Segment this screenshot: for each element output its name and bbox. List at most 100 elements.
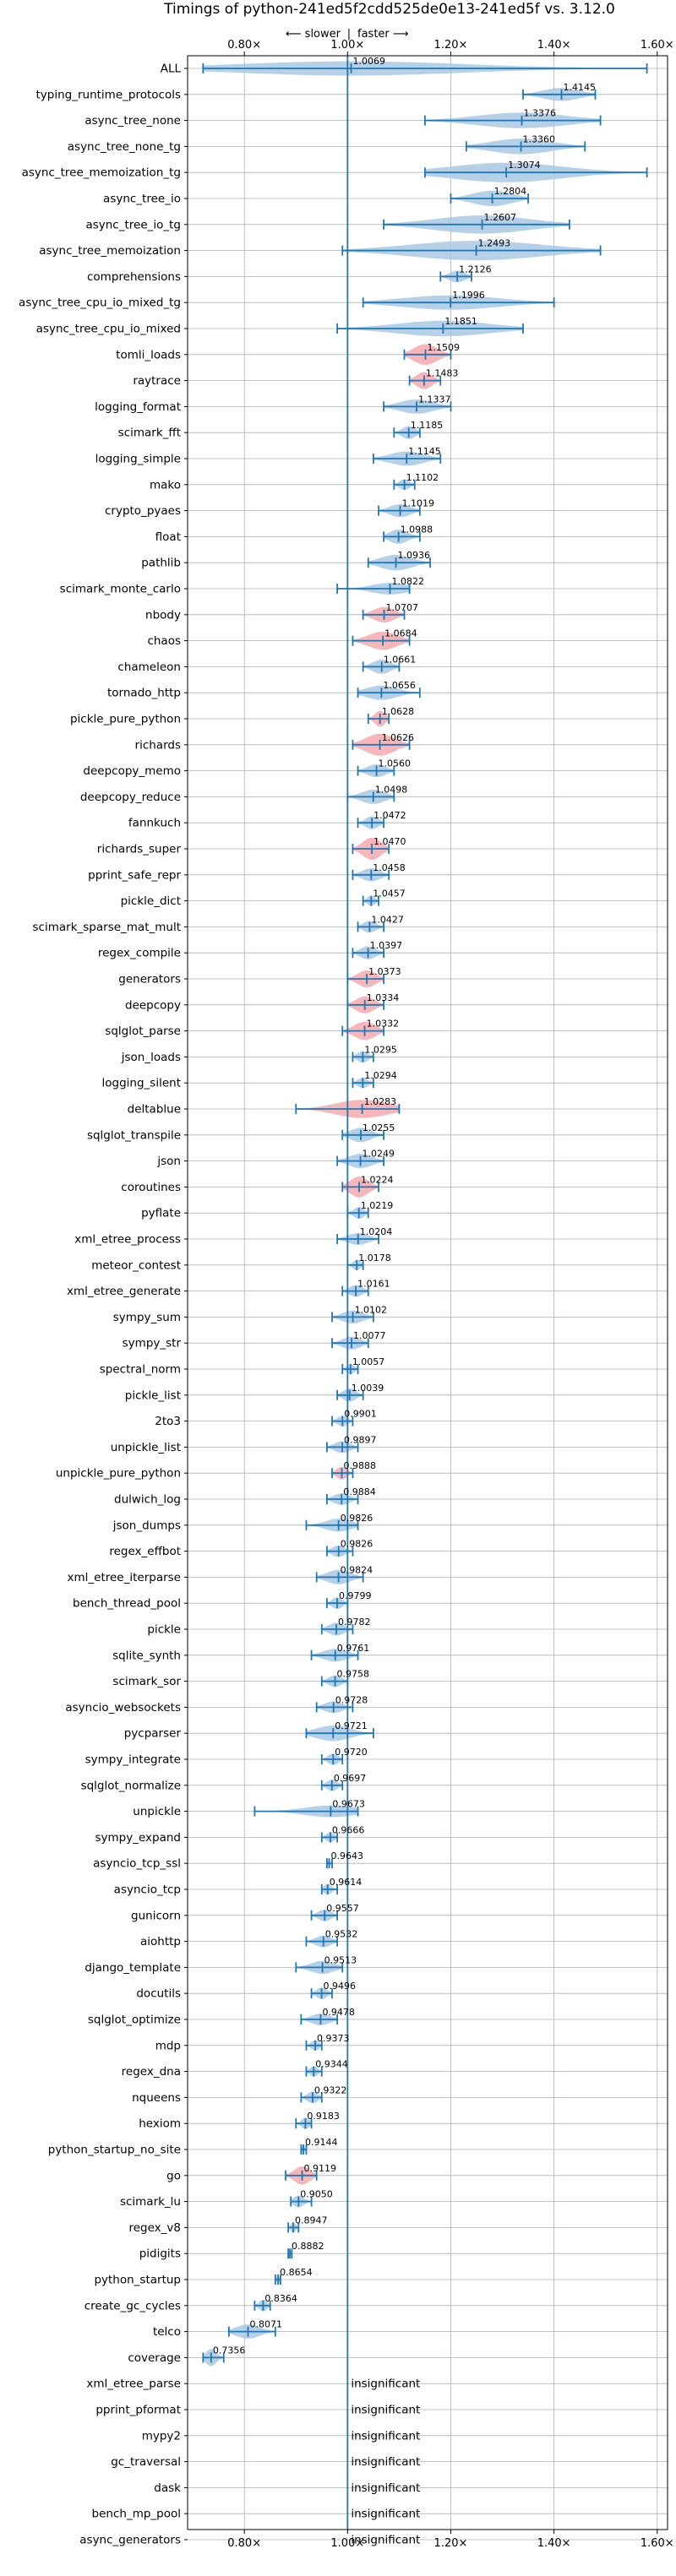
category-label: aiohttp [140,1935,181,1948]
value-label: 0.9758 [337,1669,370,1680]
value-label: 0.9673 [332,1799,365,1810]
value-label: 1.1145 [408,446,441,457]
category-label: pickle [147,1623,181,1637]
category-label: richards_super [97,843,182,856]
value-label: 1.3376 [524,108,557,119]
value-label: 1.0219 [361,1200,394,1211]
value-label: 1.0224 [361,1174,394,1185]
value-label: 0.9826 [341,1513,373,1524]
category-label: logging_format [95,400,181,414]
category-label: chaos [147,634,181,648]
category-label: async_tree_cpu_io_mixed [36,323,181,336]
value-label: 1.0102 [355,1304,388,1315]
value-label: 1.0427 [371,914,404,925]
category-label: deltablue [128,1103,181,1117]
category-label: sqlglot_optimize [88,2014,181,2027]
value-label: 0.9614 [330,1877,363,1888]
category-label: async_tree_none_tg [68,140,181,154]
category-label: gunicorn [131,1909,181,1922]
category-label: 2to3 [155,1415,181,1428]
value-label: 0.9761 [337,1643,370,1654]
direction-label: ⟵ slower | faster ⟶ [286,28,409,41]
category-label: sympy_str [123,1337,182,1350]
category-label: regex_dna [122,2065,181,2079]
category-label: deepcopy_memo [83,764,181,778]
category-label: xml_etree_iterparse [68,1571,182,1584]
value-label: 1.0458 [373,862,406,873]
category-label: dulwich_log [114,1493,181,1507]
insignificant-label: insignificant [351,2455,420,2469]
category-label: crypto_pyaes [105,504,181,518]
value-label: 1.0936 [397,550,430,561]
value-labels: 1.0069 1.4145 1.3376 1.3360 1.3074 1.2804 1.26… [213,56,596,2547]
category-label: scimark_sparse_mat_mult [33,921,181,934]
value-label: 1.2493 [478,238,511,249]
plot-frame [187,55,668,2530]
value-label: 1.0334 [367,992,400,1003]
value-label: 1.0656 [383,680,416,691]
value-label: 0.9532 [325,1929,358,1940]
value-label: 1.0626 [382,732,415,743]
category-label: tornado_http [107,687,181,700]
category-label: coroutines [121,1181,181,1194]
value-label: 1.0204 [360,1226,393,1237]
category-label: generators [118,973,181,986]
bottom-axis-ticks: 0.80× 1.00× 1.20× 1.40× 1.60× [227,2530,674,2550]
value-label: 1.0470 [373,836,406,847]
value-label: 0.9888 [343,1460,376,1471]
category-label: logging_silent [102,1077,181,1090]
category-label: deepcopy [125,998,181,1012]
value-label: 1.0249 [363,1149,395,1160]
category-label: raytrace [133,374,181,388]
category-label: typing_runtime_protocols [36,88,182,101]
value-label: 1.3074 [508,160,541,171]
insignificant-label: insignificant [351,2404,420,2417]
category-label: spectral_norm [100,1363,181,1377]
tick-label: 0.80× [227,39,261,52]
category-label: telco [153,2325,181,2339]
tick-label: 1.20× [434,2537,468,2550]
category-label: scimark_monte_carlo [60,583,181,596]
value-label: 1.1509 [427,342,460,353]
category-label: coverage [128,2351,181,2365]
category-label: async_tree_io_tg [85,218,181,231]
category-label: meteor_contest [91,1258,181,1272]
category-labels: ALL typing_runtime_protocols async_tree_no… [19,62,188,2547]
value-label: 0.9373 [317,2033,350,2044]
value-label: 0.9782 [338,1617,371,1628]
category-label: nqueens [132,2091,181,2105]
category-label: asyncio_tcp [114,1883,181,1897]
category-label: bench_thread_pool [73,1597,181,1611]
tick-label: 1.00× [330,2537,364,2550]
tick-label: 1.60× [641,39,674,52]
category-label: mypy2 [142,2429,181,2443]
category-label: regex_effbot [109,1545,181,1558]
category-label: pathlib [141,557,181,570]
category-label: pycparser [124,1727,182,1741]
value-label: 0.8947 [295,2215,328,2225]
value-label: 0.9720 [335,1747,368,1758]
category-label: pickle_pure_python [70,713,181,726]
category-label: async_tree_io [103,193,181,206]
insignificant-label: insignificant [351,2429,420,2443]
category-label: json [156,1155,181,1168]
top-axis-ticks: 0.80× 1.00× 1.20× 1.40× 1.60× [227,39,674,56]
value-label: 0.9050 [300,2189,333,2200]
value-label: 1.0178 [358,1253,391,1264]
value-label: 1.4145 [563,82,596,93]
value-label: 0.9897 [344,1434,377,1445]
value-label: 1.0161 [357,1279,390,1290]
category-label: float [155,530,181,544]
category-label: scimark_sor [112,1675,181,1688]
value-label: 0.9824 [341,1564,373,1575]
insignificant-label: insignificant [351,2508,420,2521]
category-label: deepcopy_reduce [80,791,181,804]
category-label: django_template [84,1961,181,1975]
value-label: 1.0295 [364,1044,397,1055]
category-label: json_loads [121,1051,181,1064]
category-label: gc_traversal [111,2455,181,2469]
value-label: 1.0255 [363,1122,395,1133]
tick-label: 1.40× [537,39,571,52]
category-label: sqlite_synth [112,1649,181,1662]
